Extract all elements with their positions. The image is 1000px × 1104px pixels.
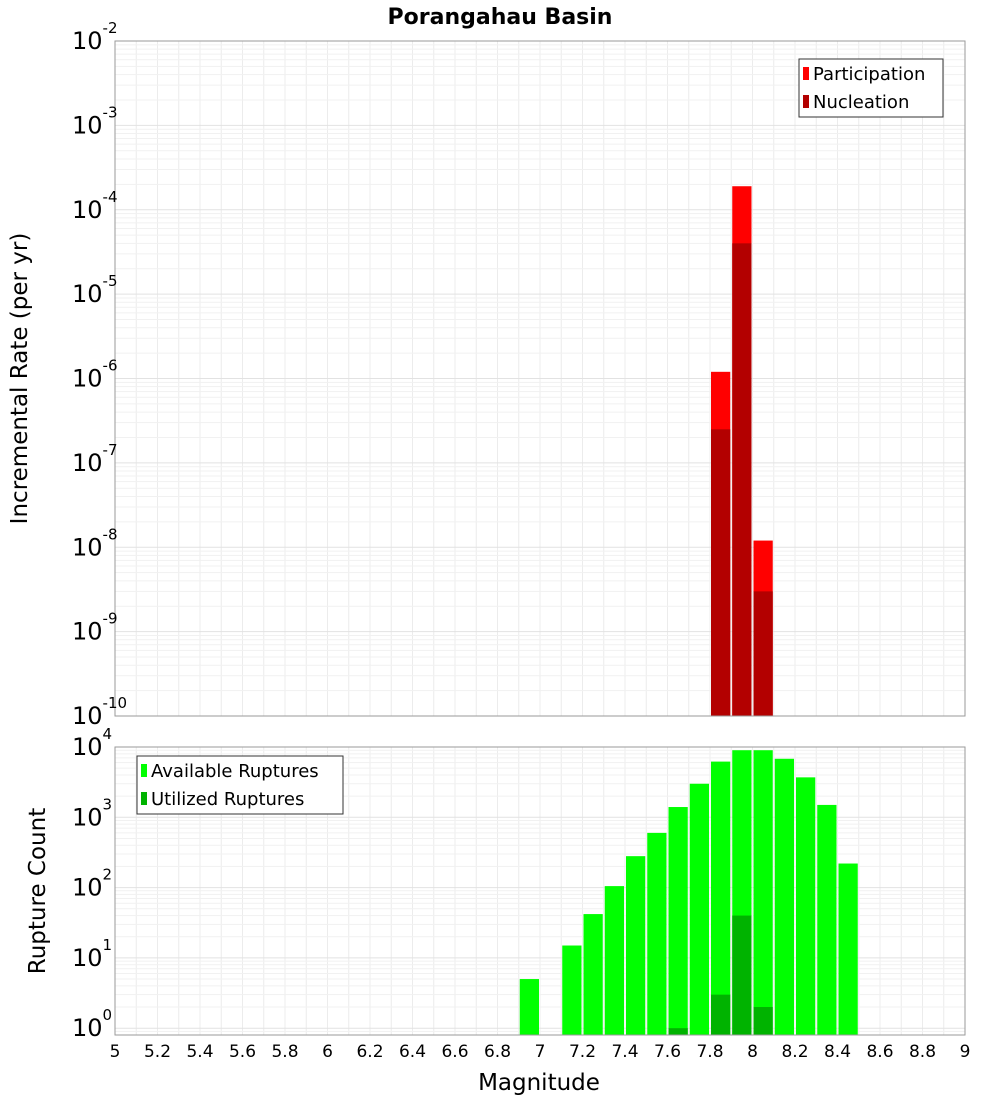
y-tick-exponent: -10 xyxy=(103,694,128,712)
x-tick-label: 7.4 xyxy=(611,1042,638,1062)
y-tick-exponent: 3 xyxy=(103,795,113,813)
y-tick-exponent: -2 xyxy=(103,19,118,37)
bar-available-ruptures xyxy=(711,761,731,1035)
x-tick-label: 8 xyxy=(747,1042,758,1062)
bar-available-ruptures xyxy=(647,832,667,1035)
x-tick-label: 5.6 xyxy=(229,1042,256,1062)
legend-label: Nucleation xyxy=(813,92,909,113)
legend-box xyxy=(136,755,344,815)
legend: Available Ruptures Utilized Ruptures xyxy=(136,755,344,815)
x-tick-label: 8.2 xyxy=(781,1042,808,1062)
y-tick-exponent: 1 xyxy=(103,936,113,954)
y-tick-exponent: -3 xyxy=(103,103,118,121)
x-tick-label: 6.8 xyxy=(484,1042,511,1062)
bar-utilized-ruptures xyxy=(668,1028,688,1035)
y-tick-label: 10-5 xyxy=(72,272,118,308)
y-axis-title: Incremental Rate (per yr) xyxy=(7,233,33,525)
x-tick-label: 5.2 xyxy=(144,1042,171,1062)
x-tick-label: 9 xyxy=(960,1042,971,1062)
plot-frame xyxy=(114,746,966,1036)
bar-utilized-ruptures xyxy=(732,915,752,1035)
bar-available-ruptures xyxy=(583,914,603,1035)
y-tick-label: 10-4 xyxy=(72,188,118,224)
y-tick-label: 103 xyxy=(72,795,112,831)
x-tick-label: 8.4 xyxy=(824,1042,851,1062)
y-tick-exponent: -8 xyxy=(103,525,118,543)
legend-label: Available Ruptures xyxy=(151,761,319,782)
y-tick-exponent: 0 xyxy=(103,1006,113,1024)
y-axis-title: Rupture Count xyxy=(25,808,51,974)
legend-swatch xyxy=(141,764,147,777)
legend-label: Participation xyxy=(813,64,925,85)
y-tick-label: 10-8 xyxy=(72,525,118,561)
y-tick-exponent: -7 xyxy=(103,441,118,459)
bar-nucleation xyxy=(753,591,773,716)
legend-swatch xyxy=(803,95,809,108)
bar-available-ruptures xyxy=(668,807,688,1035)
x-tick-label: 5.8 xyxy=(271,1042,298,1062)
x-tick-label: 5.4 xyxy=(186,1042,213,1062)
bar-available-ruptures xyxy=(817,804,837,1035)
bar-nucleation xyxy=(711,429,731,716)
x-tick-label: 6.2 xyxy=(356,1042,383,1062)
bar-available-ruptures xyxy=(604,886,624,1035)
bar-available-ruptures xyxy=(519,979,539,1035)
x-tick-label: 6.6 xyxy=(441,1042,468,1062)
y-tick-label: 100 xyxy=(72,1006,112,1042)
y-tick-exponent: -4 xyxy=(103,188,118,206)
y-tick-exponent: -5 xyxy=(103,272,118,290)
y-tick-label: 10-6 xyxy=(72,357,118,393)
y-tick-label: 10-7 xyxy=(72,441,118,477)
chart-title: Porangahau Basin xyxy=(388,5,613,30)
y-tick-label: 101 xyxy=(72,936,112,972)
plot-frame xyxy=(114,40,966,717)
x-tick-label: 6.4 xyxy=(399,1042,426,1062)
plot-panel-1: 10-1010-910-810-710-610-510-410-310-2Inc… xyxy=(7,19,966,730)
x-tick-label: 7 xyxy=(535,1042,546,1062)
x-tick-label: 7.8 xyxy=(696,1042,723,1062)
y-tick-label: 10-3 xyxy=(72,103,118,139)
y-tick-exponent: -6 xyxy=(103,357,118,375)
y-tick-label: 10-9 xyxy=(72,610,118,646)
x-tick-label: 5 xyxy=(110,1042,121,1062)
y-tick-label: 104 xyxy=(72,725,112,761)
bar-utilized-ruptures xyxy=(711,994,731,1035)
x-tick-label: 7.6 xyxy=(654,1042,681,1062)
bar-available-ruptures xyxy=(562,945,582,1035)
x-tick-label: 6 xyxy=(322,1042,333,1062)
bar-available-ruptures xyxy=(774,758,794,1035)
bar-available-ruptures xyxy=(753,750,773,1035)
bar-available-ruptures xyxy=(796,777,816,1035)
legend-box xyxy=(798,58,944,118)
x-tick-label: 7.2 xyxy=(569,1042,596,1062)
bar-available-ruptures xyxy=(626,856,646,1035)
y-tick-exponent: 4 xyxy=(103,725,113,743)
x-tick-label: 8.6 xyxy=(866,1042,893,1062)
legend-label: Utilized Ruptures xyxy=(151,789,304,810)
x-axis-title: Magnitude xyxy=(478,1070,600,1096)
y-tick-exponent: 2 xyxy=(103,866,113,884)
bar-nucleation xyxy=(732,243,752,717)
x-tick-label: 8.8 xyxy=(909,1042,936,1062)
y-tick-label: 102 xyxy=(72,866,112,902)
y-tick-label: 10-2 xyxy=(72,19,118,55)
legend: Participation Nucleation xyxy=(798,58,944,118)
bar-available-ruptures xyxy=(689,783,709,1035)
bar-utilized-ruptures xyxy=(753,1007,773,1035)
legend-swatch xyxy=(141,792,147,805)
legend-swatch xyxy=(803,67,809,80)
bar-available-ruptures xyxy=(838,863,858,1035)
y-tick-exponent: -9 xyxy=(103,610,118,628)
